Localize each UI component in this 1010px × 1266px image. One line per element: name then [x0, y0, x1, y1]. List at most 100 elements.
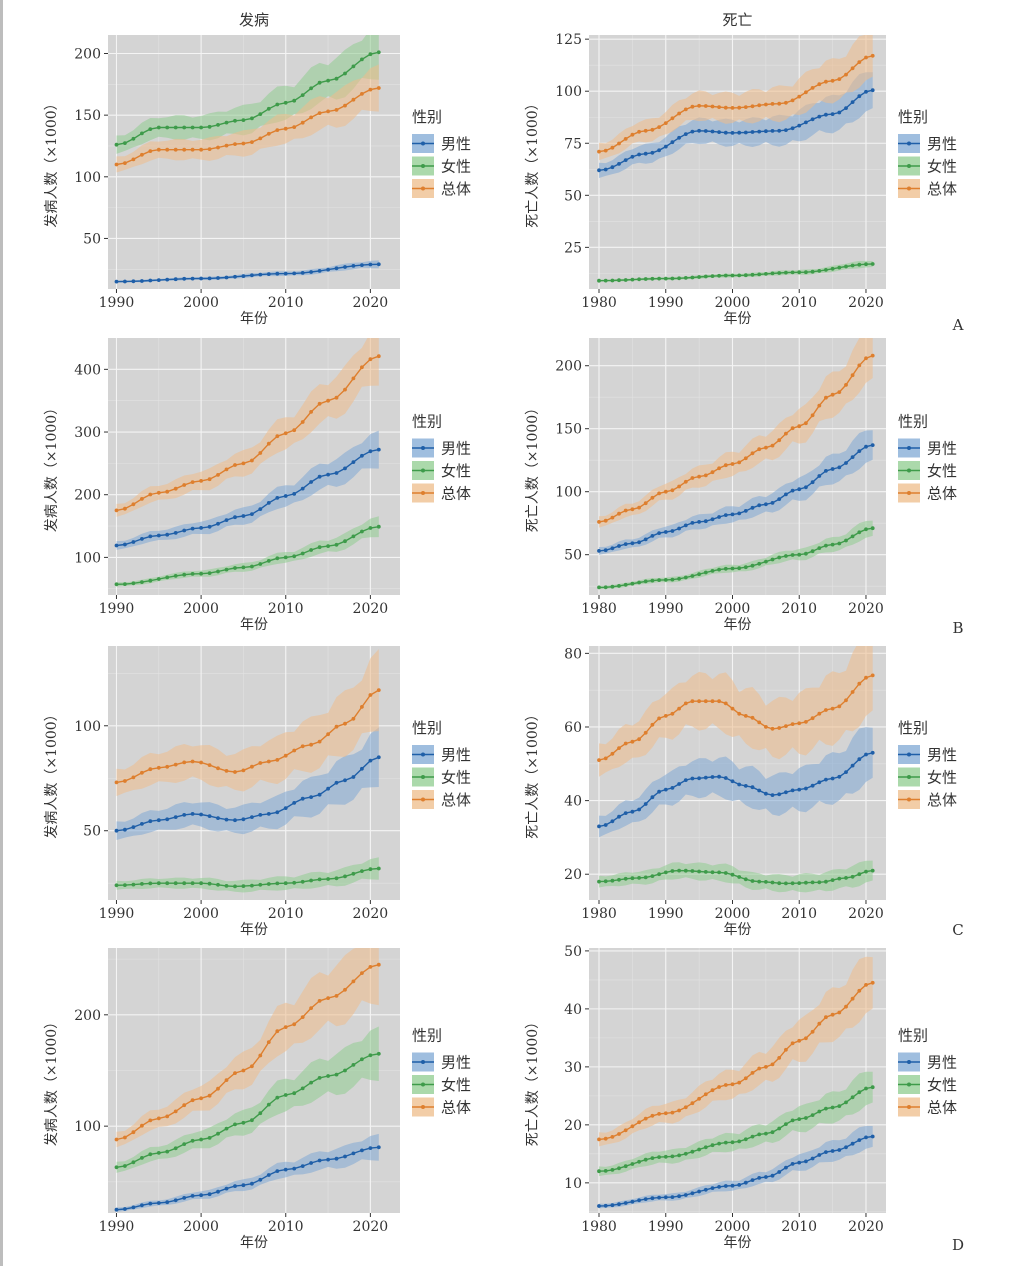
data-point-总体 — [610, 1135, 615, 1139]
data-point-总体 — [317, 739, 322, 744]
tick-label-x: 2000 — [715, 906, 751, 922]
data-point-女性 — [790, 1118, 795, 1123]
data-point-总体 — [844, 698, 848, 703]
data-point-男性 — [283, 1167, 288, 1172]
data-point-女性 — [173, 881, 178, 886]
data-point-女性 — [677, 1153, 681, 1158]
legend-label-总体: 总体 — [441, 485, 471, 503]
data-point-女性 — [199, 125, 204, 130]
data-point-总体 — [123, 506, 127, 511]
data-point-女性 — [650, 276, 655, 281]
data-point-女性 — [156, 881, 161, 886]
data-point-总体 — [657, 716, 661, 721]
data-point-女性 — [623, 876, 628, 881]
data-point-男性 — [730, 1183, 735, 1188]
data-point-男性 — [173, 815, 178, 819]
data-point-女性 — [703, 1145, 708, 1150]
legend-label-男性: 男性 — [927, 440, 957, 458]
data-point-男性 — [797, 123, 802, 128]
chart-panel-C-incidence: 1990 2000 2010 2020 50 100 年份 发病人数（×1000） 性别男性女性… — [44, 646, 471, 938]
data-point-男性 — [870, 750, 875, 755]
data-point-女性 — [334, 1072, 339, 1077]
data-point-女性 — [241, 1120, 246, 1125]
data-point-男性 — [657, 1195, 661, 1200]
data-point-总体 — [864, 983, 868, 987]
data-point-女性 — [216, 123, 220, 127]
data-point-男性 — [199, 812, 204, 817]
data-point-总体 — [233, 142, 237, 147]
data-point-总体 — [864, 675, 868, 680]
data-point-总体 — [637, 129, 641, 134]
data-point-男性 — [697, 520, 701, 524]
data-point-男性 — [250, 512, 254, 516]
data-point-男性 — [797, 1160, 802, 1165]
data-point-总体 — [199, 147, 204, 152]
data-point-男性 — [690, 1191, 695, 1196]
data-point-女性 — [690, 1149, 695, 1154]
legend-title: 性别 — [412, 413, 442, 431]
data-point-男性 — [368, 1146, 373, 1150]
data-point-男性 — [233, 1184, 237, 1188]
data-point-女性 — [140, 1156, 144, 1160]
data-point-男性 — [351, 1151, 356, 1156]
data-point-女性 — [683, 1151, 688, 1156]
x-axis-title: 年份 — [240, 311, 268, 327]
legend-key-point — [907, 164, 911, 168]
data-point-女性 — [737, 875, 742, 879]
data-point-男性 — [810, 117, 815, 122]
data-point-女性 — [156, 1151, 161, 1155]
tick-label-x: 2010 — [781, 601, 817, 617]
data-point-总体 — [258, 761, 263, 765]
data-point-总体 — [597, 520, 601, 524]
data-point-总体 — [650, 495, 655, 500]
data-point-女性 — [697, 1147, 701, 1152]
tick-label-y: 30 — [564, 1060, 582, 1076]
tick-label-y: 150 — [555, 422, 582, 438]
tick-label-x: 2010 — [268, 295, 304, 311]
plot-area — [114, 948, 381, 1212]
data-point-男性 — [857, 449, 862, 453]
data-point-总体 — [870, 980, 875, 985]
data-point-总体 — [677, 111, 681, 116]
page-edge — [0, 0, 3, 1266]
data-point-总体 — [597, 1137, 601, 1142]
data-point-总体 — [623, 508, 628, 513]
data-point-女性 — [777, 881, 782, 886]
column-title-1: 死亡 — [722, 11, 752, 29]
data-point-女性 — [250, 1118, 254, 1123]
data-point-男性 — [224, 1186, 229, 1191]
panel-label-C: C — [952, 921, 963, 939]
data-point-总体 — [723, 463, 728, 468]
data-point-女性 — [670, 276, 675, 281]
data-point-总体 — [207, 763, 212, 767]
y-axis-title: 死亡人数（×1000） — [525, 707, 541, 838]
data-point-总体 — [173, 762, 178, 767]
data-point-总体 — [216, 766, 220, 771]
data-point-男性 — [360, 453, 364, 458]
data-point-女性 — [623, 278, 628, 282]
data-point-总体 — [857, 60, 862, 64]
data-point-总体 — [173, 486, 178, 491]
tick-label-x: 1980 — [581, 906, 617, 922]
data-point-总体 — [292, 1022, 297, 1027]
data-point-男性 — [750, 505, 755, 510]
data-point-总体 — [283, 431, 288, 436]
data-point-男性 — [317, 269, 322, 273]
data-point-总体 — [730, 106, 735, 110]
data-point-总体 — [730, 706, 735, 711]
data-point-女性 — [368, 526, 373, 530]
data-point-总体 — [670, 488, 675, 493]
data-point-男性 — [241, 274, 246, 278]
data-point-总体 — [710, 470, 715, 475]
data-point-男性 — [643, 151, 648, 156]
tick-label-x: 1980 — [581, 295, 617, 311]
data-point-女性 — [844, 538, 848, 543]
data-point-男性 — [376, 755, 381, 760]
tick-label-x: 2010 — [781, 295, 817, 311]
chart-panel-D-mortality: 1980 1990 2000 2010 2020 10 20 30 40 50 年份 死亡人数（×10… — [525, 944, 957, 1251]
panel-label-B: B — [952, 619, 963, 637]
data-point-女性 — [870, 868, 875, 873]
data-point-女性 — [275, 1095, 280, 1100]
data-point-男性 — [663, 530, 668, 534]
data-point-总体 — [258, 451, 263, 455]
